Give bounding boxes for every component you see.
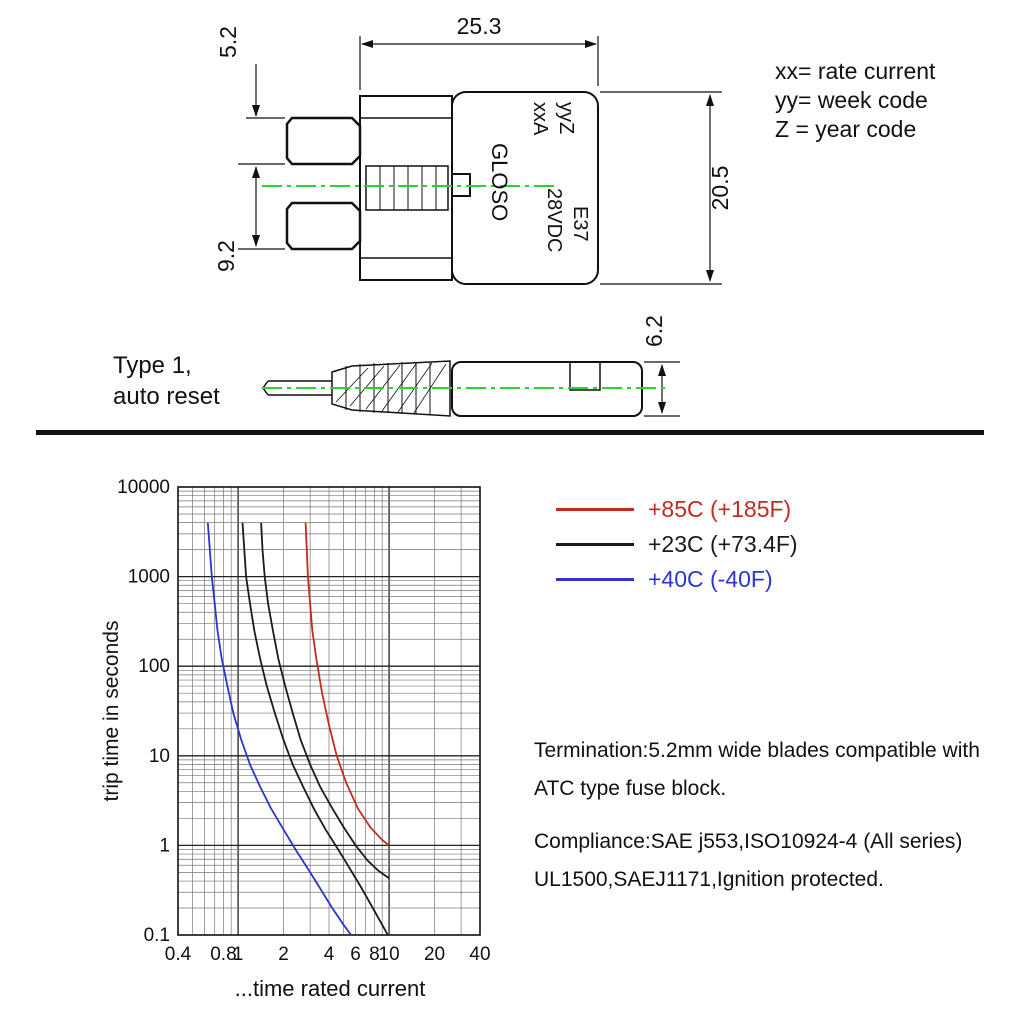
legend-year-code: Z = year code — [775, 116, 916, 142]
termination-line2: ATC type fuse block. — [534, 777, 727, 800]
dim-label-side-height: 6.2 — [641, 315, 667, 347]
dim-label-blade-width: 5.2 — [215, 26, 241, 58]
legend-rate-current: xx= rate current — [775, 58, 936, 84]
legend-item-minus40c: +40C (-40F) — [556, 562, 798, 597]
chart-grid — [177, 486, 481, 936]
chart-legend: +85C (+185F) +23C (+73.4F) +40C (-40F) — [556, 492, 798, 597]
blade-terminal-top — [285, 116, 362, 166]
marking-rate-current: xxA — [529, 102, 551, 136]
x-axis-title: ...time rated current — [235, 976, 426, 1001]
termination-note: Termination:5.2mm wide blades compatible… — [534, 732, 980, 808]
svg-text:10: 10 — [149, 746, 170, 767]
legend-label-minus40c: +40C (-40F) — [648, 566, 773, 592]
svg-text:10: 10 — [379, 944, 400, 965]
legend-item-85c: +85C (+185F) — [556, 492, 798, 527]
termination-line1: Termination:5.2mm wide blades compatible… — [534, 739, 980, 762]
side-rib-section — [331, 360, 451, 417]
svg-text:1000: 1000 — [128, 567, 170, 588]
svg-text:10000: 10000 — [117, 477, 170, 498]
compliance-line2: UL1500,SAEJ1171,Ignition protected. — [534, 868, 884, 891]
marking-brand: GLOSO — [487, 143, 512, 221]
svg-text:1: 1 — [233, 944, 244, 965]
marking-date-code: yyZ — [555, 102, 577, 134]
y-axis-title: trip time in seconds — [100, 621, 123, 802]
svg-text:6: 6 — [350, 944, 361, 965]
legend-label-23c: +23C (+73.4F) — [648, 531, 798, 557]
svg-text:0.1: 0.1 — [144, 925, 170, 946]
marking-approval-code: E37 — [569, 206, 591, 242]
blade-terminal-bottom — [285, 201, 362, 251]
compliance-note: Compliance:SAE j553,ISO10924-4 (All seri… — [534, 823, 962, 899]
chart-curves — [206, 522, 390, 936]
type-label-line2: auto reset — [113, 383, 220, 410]
section-divider — [36, 430, 984, 435]
marking-voltage: 28VDC — [543, 188, 565, 252]
svg-text:100: 100 — [138, 656, 170, 677]
legend-label-85c: +85C (+185F) — [648, 496, 792, 522]
legend-item-23c: +23C (+73.4F) — [556, 527, 798, 562]
dim-label-width: 25.3 — [457, 13, 502, 39]
svg-text:8: 8 — [369, 944, 380, 965]
collar-hex — [359, 95, 453, 281]
dim-label-blade-spacing: 9.2 — [213, 240, 239, 272]
legend-line-red — [556, 508, 634, 511]
svg-text:0.8: 0.8 — [210, 944, 236, 965]
svg-text:1: 1 — [159, 835, 170, 856]
legend-line-blue — [556, 578, 634, 581]
svg-text:40: 40 — [469, 944, 490, 965]
svg-text:0.4: 0.4 — [165, 944, 192, 965]
collar-rib-band — [365, 165, 449, 211]
legend-week-code: yy= week code — [775, 87, 928, 113]
legend-line-black — [556, 543, 634, 546]
svg-text:4: 4 — [324, 944, 335, 965]
marking-legend: xx= rate current yy= week code Z = year … — [775, 58, 936, 142]
compliance-line1: Compliance:SAE j553,ISO10924-4 (All seri… — [534, 830, 963, 853]
side-groove — [569, 362, 601, 391]
svg-text:20: 20 — [424, 944, 445, 965]
svg-text:2: 2 — [278, 944, 289, 965]
type-label-line1: Type 1, — [113, 352, 192, 379]
technical-drawing: 25.3 5.2 9.2 20.5 6.2 xxA yyZ GLOSO 28VD… — [113, 13, 936, 417]
dim-label-body-height: 20.5 — [707, 166, 733, 211]
